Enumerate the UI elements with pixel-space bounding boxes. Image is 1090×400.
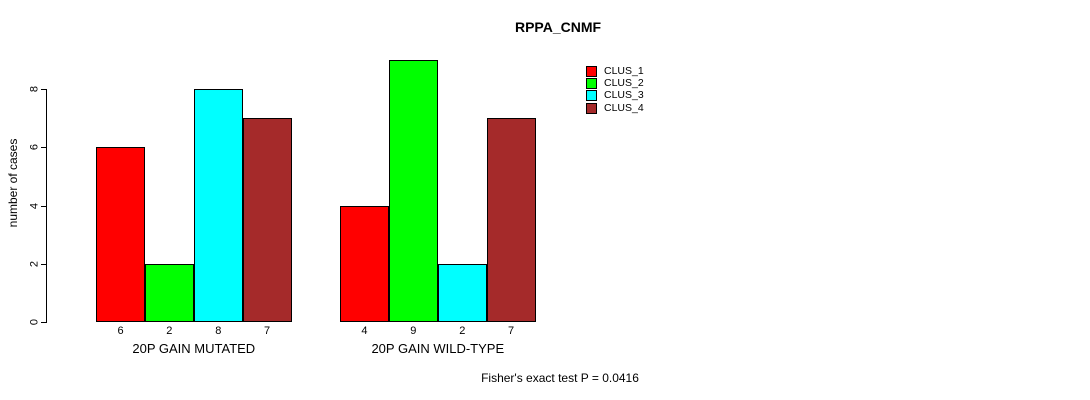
bar-value-label: 7 <box>508 325 515 337</box>
group-label: 20P GAIN MUTATED <box>132 341 256 356</box>
legend-label: CLUS_2 <box>604 77 644 90</box>
bar-value-label: 7 <box>264 325 271 337</box>
legend-swatch <box>586 78 597 90</box>
stat-annotation: Fisher's exact test P = 0.0416 <box>481 371 639 385</box>
legend-label: CLUS_4 <box>604 101 644 114</box>
y-tick-mark <box>41 89 47 90</box>
legend-swatch <box>586 102 597 114</box>
y-tick-mark <box>41 147 47 148</box>
bar <box>437 263 487 323</box>
bar <box>388 59 438 322</box>
bar <box>340 205 389 322</box>
legend-label: CLUS_1 <box>604 65 644 77</box>
bar-value-label: 2 <box>166 325 173 337</box>
y-tick-mark <box>41 322 47 323</box>
legend-swatch <box>586 66 597 77</box>
bar <box>96 147 145 323</box>
bar-value-label: 8 <box>215 325 222 337</box>
bar-value-label: 9 <box>410 325 417 337</box>
bar-value-label: 6 <box>117 325 124 337</box>
bar-value-label: 2 <box>459 325 466 337</box>
bar <box>144 263 194 323</box>
bar <box>486 118 536 322</box>
group-label: 20P GAIN WILD-TYPE <box>371 341 505 356</box>
y-tick-mark <box>41 264 47 265</box>
legend-label: CLUS_3 <box>604 89 644 102</box>
bar-value-label: 4 <box>361 325 368 337</box>
y-tick-mark <box>41 206 47 207</box>
chart-title: RPPA_CNMF <box>514 19 602 35</box>
bar <box>193 89 243 322</box>
legend-swatch <box>586 90 597 102</box>
bar <box>242 118 292 322</box>
